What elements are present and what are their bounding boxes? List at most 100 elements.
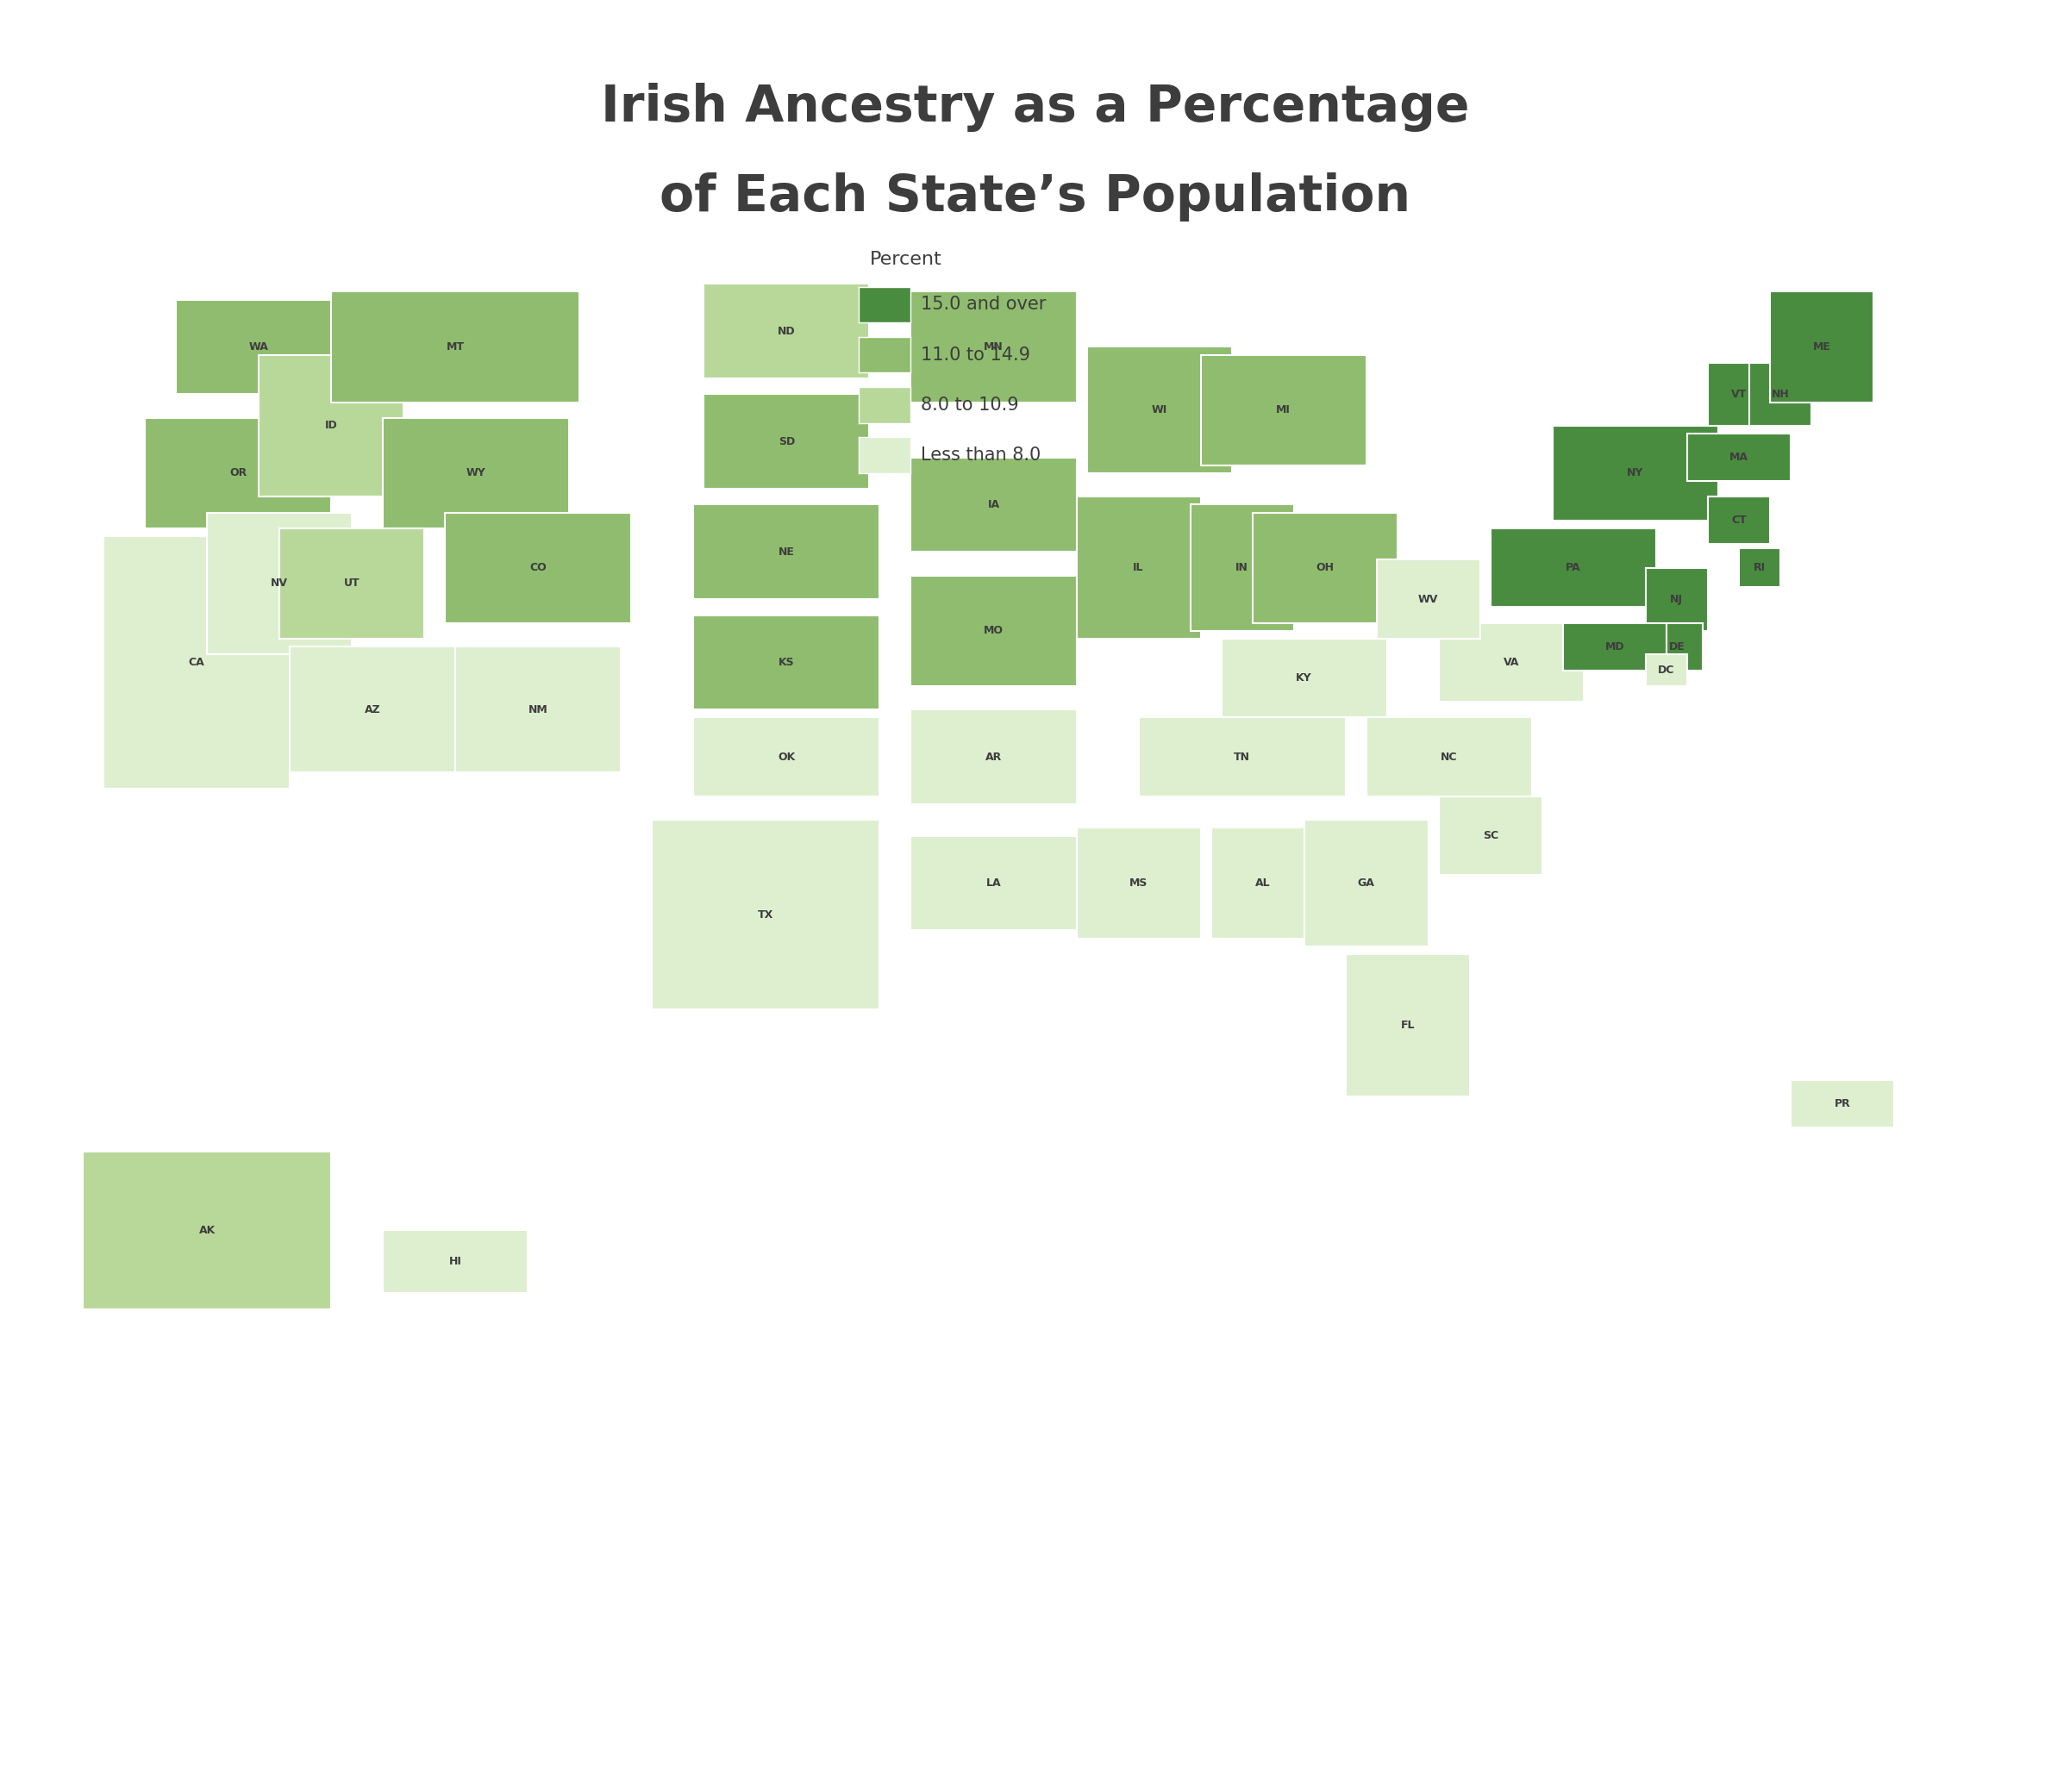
Text: CT: CT [1731, 514, 1747, 527]
Text: PA: PA [1565, 563, 1581, 573]
Text: AL: AL [1254, 878, 1271, 889]
Text: VA: VA [1503, 656, 1519, 668]
FancyBboxPatch shape [911, 575, 1076, 686]
FancyBboxPatch shape [652, 821, 880, 1009]
Text: 15.0 and over: 15.0 and over [921, 296, 1047, 314]
FancyBboxPatch shape [279, 529, 424, 638]
Text: WI: WI [1151, 405, 1167, 416]
Text: Source: 2012-2016 American Community: Source: 2012-2016 American Community [1039, 1607, 1362, 1624]
FancyBboxPatch shape [911, 835, 1076, 930]
Text: MT: MT [447, 340, 464, 353]
Text: Percent: Percent [869, 251, 942, 269]
Text: U.S. CENSUS BUREAU: U.S. CENSUS BUREAU [414, 1710, 588, 1724]
FancyBboxPatch shape [1439, 624, 1584, 702]
Text: NC: NC [1441, 751, 1457, 763]
Text: 8.0 to 10.9: 8.0 to 10.9 [921, 396, 1018, 414]
Text: WA: WA [248, 340, 269, 353]
FancyBboxPatch shape [1201, 355, 1366, 466]
Text: NE: NE [778, 547, 795, 557]
Text: VT: VT [1731, 389, 1747, 400]
FancyBboxPatch shape [1076, 828, 1201, 939]
FancyBboxPatch shape [693, 615, 880, 710]
FancyBboxPatch shape [1646, 568, 1708, 631]
FancyBboxPatch shape [445, 513, 631, 624]
FancyBboxPatch shape [290, 647, 455, 772]
Text: 11.0 to 14.9: 11.0 to 14.9 [921, 346, 1031, 364]
Text: ID: ID [325, 419, 337, 432]
FancyBboxPatch shape [1687, 434, 1791, 480]
Text: NV: NV [271, 577, 288, 590]
FancyBboxPatch shape [1377, 559, 1480, 638]
Text: MS: MS [1130, 878, 1147, 889]
Text: IN: IN [1236, 563, 1248, 573]
Text: Selected Social Characteristics in the: Selected Social Characteristics in the [1056, 1693, 1346, 1710]
FancyBboxPatch shape [704, 394, 869, 489]
Text: NY: NY [1627, 468, 1644, 478]
Text: TN: TN [1234, 751, 1250, 763]
Text: OK: OK [778, 751, 795, 763]
Text: DE: DE [1668, 642, 1685, 652]
FancyBboxPatch shape [1646, 654, 1687, 686]
Text: NH: NH [1772, 389, 1788, 400]
Text: U.S. Department of Commerce: U.S. Department of Commerce [414, 1616, 673, 1633]
Text: IL: IL [1132, 563, 1145, 573]
Text: United States and Puerto Rico: United States and Puerto Rico [1085, 1736, 1317, 1753]
Text: UT: UT [344, 577, 360, 590]
Text: PR: PR [1834, 1098, 1851, 1109]
Text: CA: CA [188, 656, 205, 668]
Text: Survey Data Profiles DP02 and DP02PR: Survey Data Profiles DP02 and DP02PR [1049, 1650, 1352, 1667]
Text: OR: OR [230, 468, 246, 478]
FancyBboxPatch shape [693, 717, 880, 796]
FancyBboxPatch shape [1076, 496, 1201, 638]
FancyBboxPatch shape [1346, 953, 1470, 1097]
Text: MI: MI [1275, 405, 1292, 416]
Text: KS: KS [778, 656, 795, 668]
Text: MN: MN [983, 340, 1004, 353]
FancyBboxPatch shape [1211, 828, 1314, 939]
Text: RI: RI [1753, 563, 1766, 573]
FancyBboxPatch shape [1749, 362, 1811, 426]
Text: FL: FL [1401, 1020, 1414, 1030]
Text: CO: CO [530, 563, 546, 573]
FancyBboxPatch shape [104, 536, 290, 788]
Text: ME: ME [1813, 340, 1830, 353]
Text: AK: AK [199, 1224, 215, 1236]
FancyBboxPatch shape [455, 647, 621, 772]
Text: NJ: NJ [1670, 593, 1683, 606]
Text: ND: ND [778, 326, 795, 337]
FancyBboxPatch shape [1139, 717, 1346, 796]
FancyBboxPatch shape [1563, 624, 1666, 670]
FancyBboxPatch shape [1652, 624, 1704, 670]
FancyBboxPatch shape [1366, 717, 1532, 796]
FancyBboxPatch shape [1739, 548, 1780, 588]
Text: DC: DC [1658, 665, 1675, 676]
FancyBboxPatch shape [383, 1229, 528, 1294]
Text: census.gov: census.gov [414, 1753, 501, 1767]
Text: WV: WV [1418, 593, 1439, 606]
Text: MD: MD [1604, 642, 1625, 652]
Text: HI: HI [449, 1256, 462, 1267]
FancyBboxPatch shape [1252, 513, 1397, 624]
FancyBboxPatch shape [383, 418, 569, 529]
Text: NM: NM [528, 704, 549, 715]
FancyBboxPatch shape [1304, 821, 1428, 946]
FancyBboxPatch shape [1708, 362, 1770, 426]
FancyBboxPatch shape [704, 283, 869, 378]
FancyBboxPatch shape [1490, 529, 1656, 607]
FancyBboxPatch shape [83, 1150, 331, 1308]
FancyBboxPatch shape [1190, 505, 1294, 631]
FancyBboxPatch shape [207, 513, 352, 654]
Text: LA: LA [985, 878, 1002, 889]
Text: KY: KY [1296, 672, 1312, 685]
FancyBboxPatch shape [911, 292, 1076, 401]
FancyBboxPatch shape [145, 418, 331, 529]
Text: of Each State’s Population: of Each State’s Population [660, 172, 1410, 222]
FancyBboxPatch shape [259, 355, 404, 496]
Text: Census: Census [41, 1684, 176, 1719]
FancyBboxPatch shape [693, 505, 880, 599]
Text: OH: OH [1317, 563, 1333, 573]
Text: Economics and Statistics Administration: Economics and Statistics Administration [414, 1667, 727, 1681]
FancyBboxPatch shape [911, 710, 1076, 805]
Text: AZ: AZ [364, 704, 381, 715]
Text: IA: IA [987, 498, 1000, 511]
